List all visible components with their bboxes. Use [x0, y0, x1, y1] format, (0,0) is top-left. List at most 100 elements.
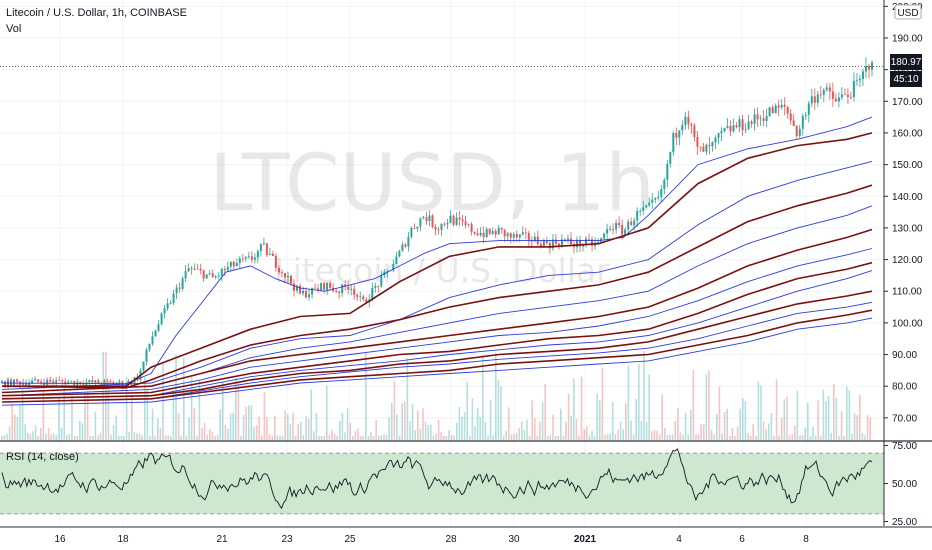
- volume-bar: [422, 408, 424, 440]
- volume-bar: [73, 436, 76, 440]
- candle-body: [816, 94, 819, 103]
- rsi-line: [1, 448, 873, 510]
- price-candles[interactable]: [1, 57, 873, 390]
- countdown-value: 45:10: [893, 74, 918, 85]
- volume-bar: [430, 424, 432, 440]
- candle-body: [166, 303, 169, 309]
- volume-bar: [651, 431, 653, 440]
- candle-body: [548, 243, 551, 249]
- volume-bar: [248, 405, 250, 440]
- price-tick-label: 100.00: [892, 318, 923, 329]
- volume-bar: [552, 414, 554, 440]
- candle-body: [94, 380, 97, 383]
- candle-body: [386, 270, 389, 272]
- volume-bar: [274, 416, 276, 440]
- volume-bar: [549, 434, 552, 440]
- candle-body: [302, 291, 304, 294]
- candle-body: [723, 127, 726, 132]
- time-tick-label: 30: [508, 534, 520, 545]
- volume-bar: [118, 436, 120, 440]
- volume-bar: [822, 389, 825, 440]
- candle-body: [106, 380, 109, 382]
- volume-bar: [645, 422, 648, 440]
- candle-body: [247, 256, 250, 258]
- candle-body: [780, 104, 783, 108]
- volume-bar: [825, 401, 827, 440]
- candle-body: [268, 253, 271, 255]
- volume-bar: [313, 431, 315, 440]
- volume-bar: [84, 394, 86, 440]
- volume-bar: [310, 389, 312, 440]
- volume-bar: [531, 400, 533, 440]
- volume-bar: [690, 409, 692, 440]
- volume-bar: [167, 435, 169, 440]
- volume-bar: [866, 415, 869, 440]
- volume-bar: [708, 370, 710, 440]
- candle-body: [705, 144, 708, 152]
- volume-bar: [502, 435, 505, 440]
- volume-bar: [786, 396, 788, 440]
- volume-bar: [339, 421, 341, 440]
- volume-bar: [190, 377, 193, 440]
- volume-bar: [658, 434, 661, 440]
- volume-bar: [396, 414, 398, 440]
- volume-bar: [45, 433, 47, 440]
- candle-body: [380, 275, 383, 287]
- candle-body: [576, 239, 578, 248]
- volume-bar: [175, 354, 177, 440]
- volume-bar: [237, 383, 240, 440]
- volume-bar: [115, 415, 117, 440]
- volume-bar: [240, 436, 242, 440]
- price-badges: 180.97 45:10 USD: [890, 4, 922, 87]
- volume-bar: [526, 419, 528, 440]
- candle-body: [64, 381, 67, 385]
- volume-bar: [796, 390, 799, 440]
- candle-body: [359, 296, 362, 298]
- candle-body: [82, 384, 85, 386]
- candle-body: [524, 232, 527, 234]
- symbol-title[interactable]: Litecoin / U.S. Dollar, 1h, COINBASE: [6, 7, 187, 19]
- candle-body: [259, 244, 262, 252]
- candle-body: [241, 258, 244, 260]
- volume-bar: [588, 435, 591, 440]
- candle-body: [846, 94, 849, 97]
- volume-bar: [640, 421, 643, 440]
- volume-bar: [183, 357, 185, 440]
- volume-bar: [391, 402, 393, 440]
- candle-body: [335, 290, 338, 292]
- volume-bar: [586, 426, 588, 440]
- candle-body: [759, 118, 762, 120]
- candle-body: [464, 221, 467, 226]
- volume-bar: [601, 367, 604, 440]
- rsi-label[interactable]: RSI (14, close): [6, 451, 79, 463]
- volume-label[interactable]: Vol: [6, 23, 22, 35]
- volume-bar: [8, 426, 11, 440]
- volume-bar: [752, 424, 754, 440]
- candle-body: [22, 383, 25, 385]
- volume-bar: [263, 392, 266, 440]
- candle-body: [199, 268, 202, 271]
- volume-bar: [497, 380, 500, 440]
- volume-bar: [716, 414, 718, 440]
- time-tick-label: 25: [344, 534, 356, 545]
- price-tick-label: 70.00: [892, 413, 917, 424]
- volume-bar: [843, 436, 845, 440]
- volume-bar: [591, 431, 593, 440]
- volume-bar: [388, 417, 390, 440]
- volume-bar: [128, 431, 130, 440]
- candle-body: [840, 94, 843, 98]
- price-tick-label: 110.00: [892, 287, 922, 298]
- candle-body: [651, 199, 654, 203]
- candle-body: [810, 96, 813, 104]
- candle-body: [305, 291, 307, 298]
- volume-bar: [32, 431, 34, 440]
- candle-body: [371, 287, 374, 300]
- volume-bar: [209, 429, 211, 440]
- volume-bar: [112, 425, 115, 440]
- volume-bar: [411, 403, 414, 440]
- volume-bar: [622, 429, 624, 440]
- rsi-tick-label: 75.00: [892, 441, 917, 452]
- volume-bar: [606, 434, 609, 440]
- volume-bar: [835, 397, 838, 440]
